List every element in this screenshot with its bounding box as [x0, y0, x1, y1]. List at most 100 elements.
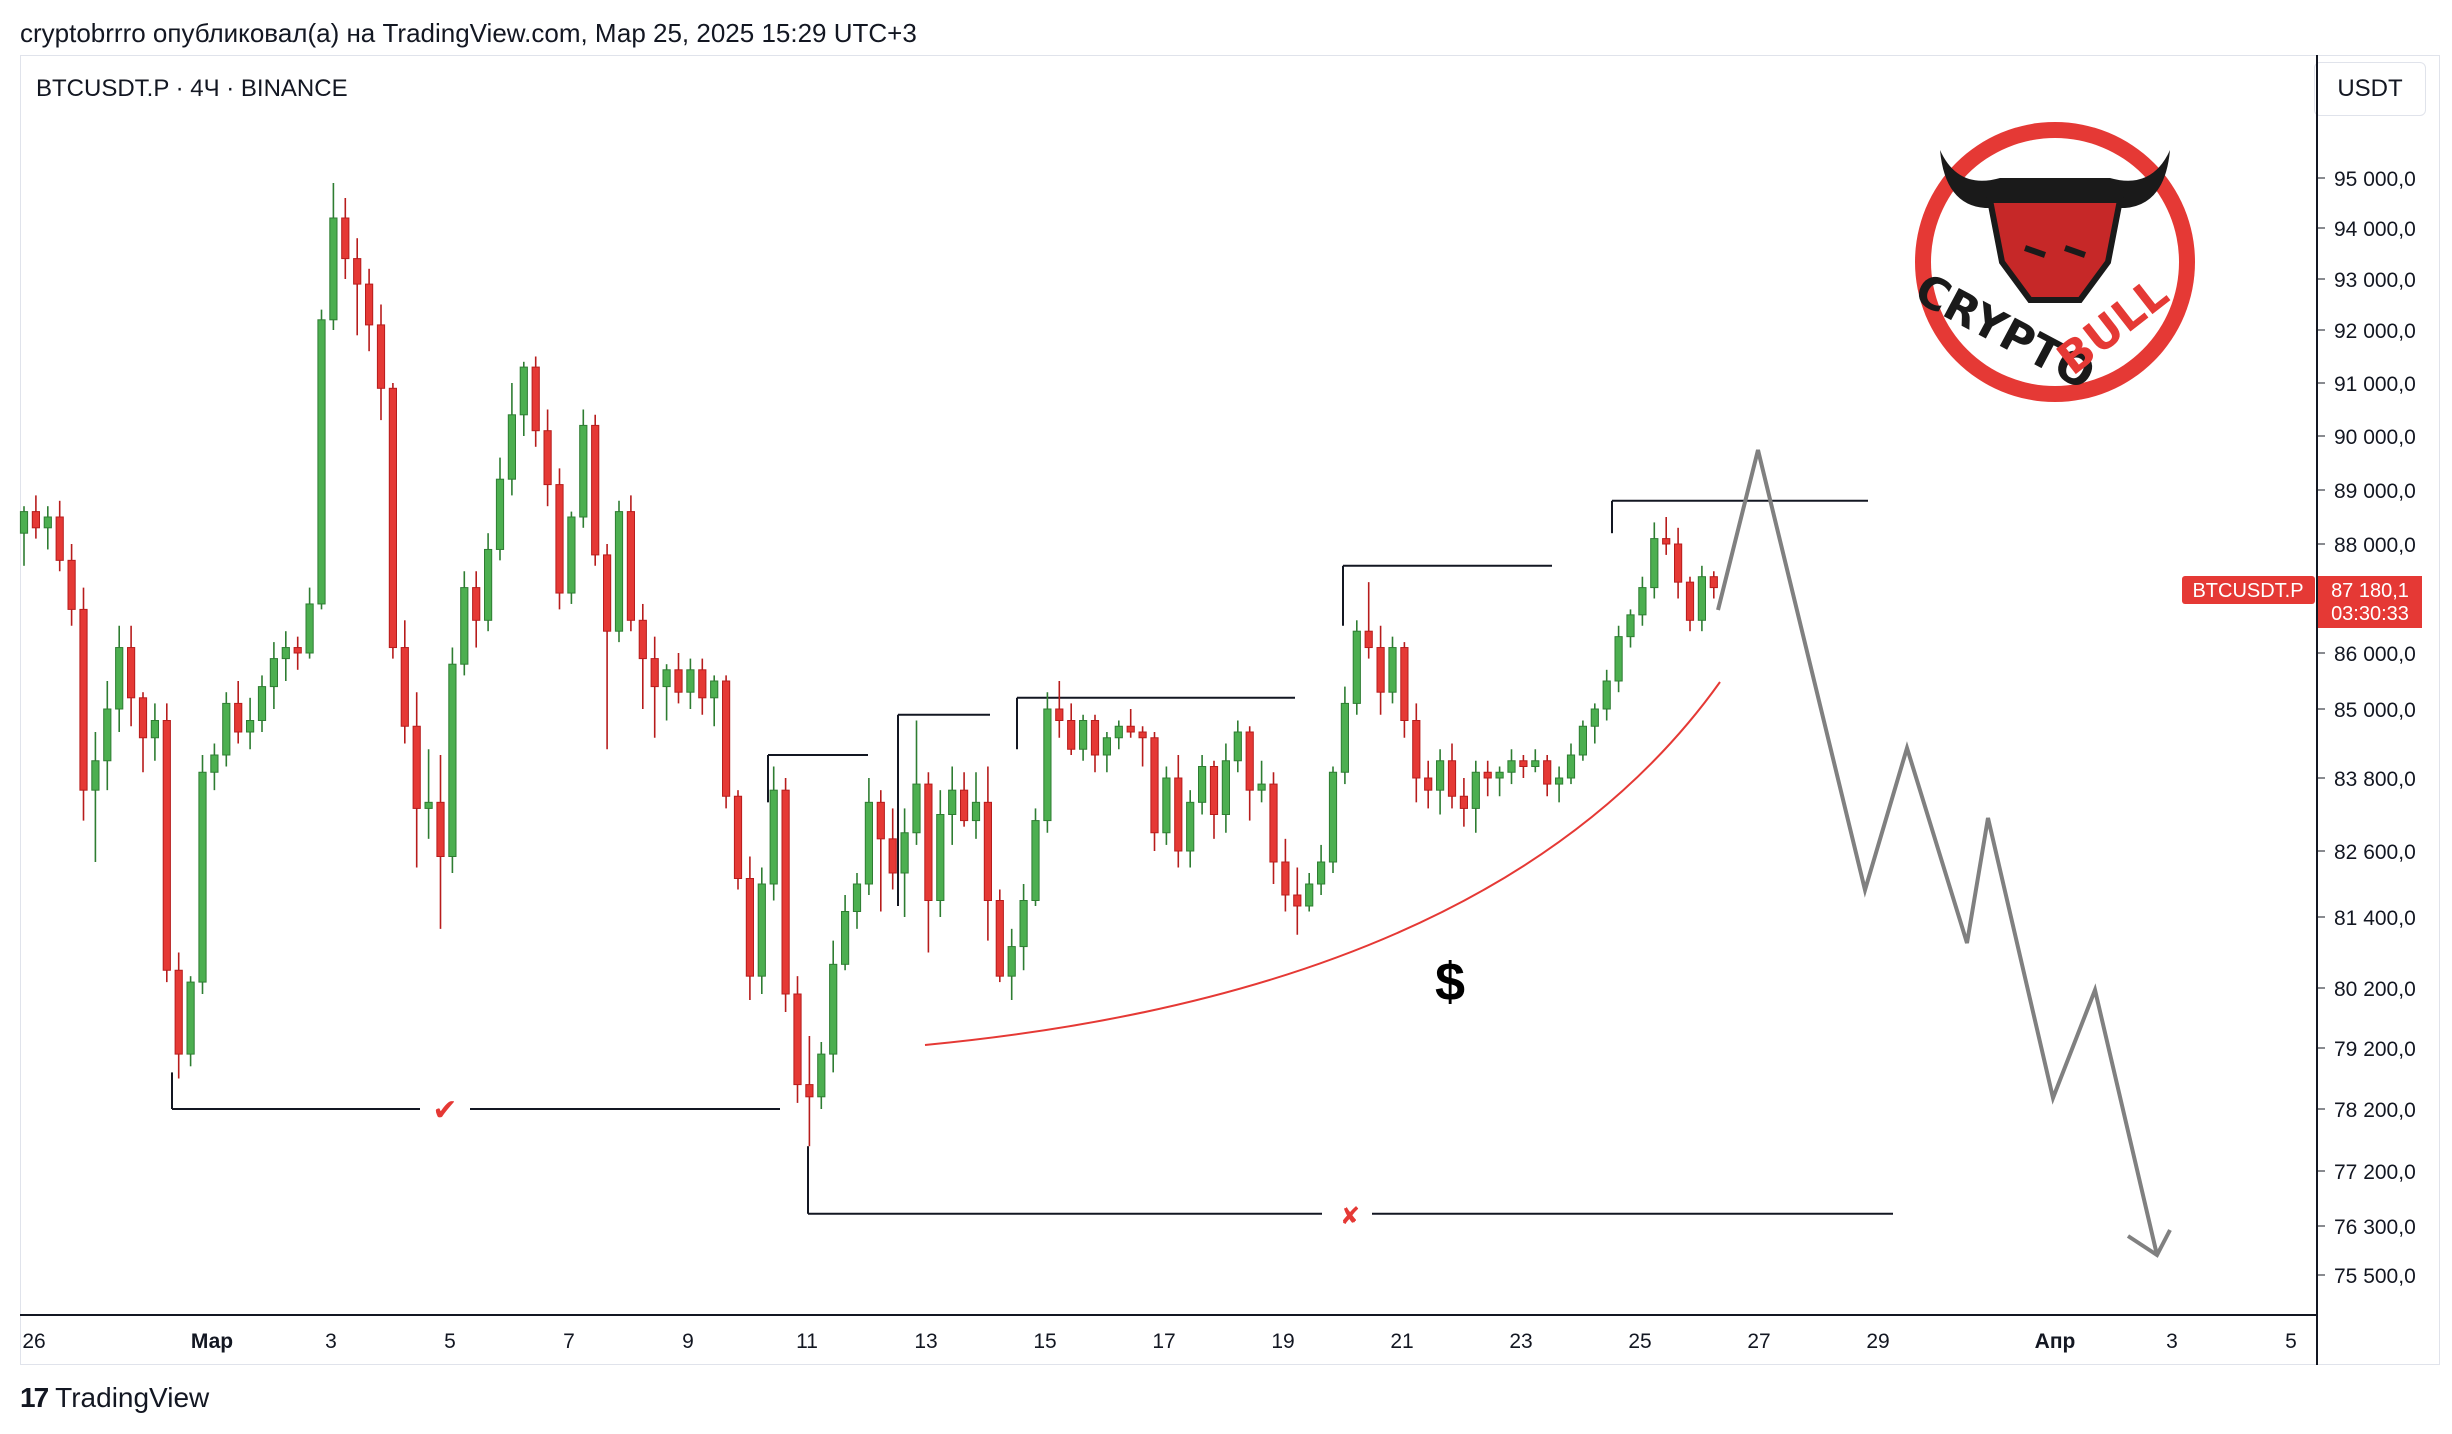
- bearish-candle: [995, 889, 1004, 983]
- candle-body: [305, 603, 314, 654]
- candle-body: [1412, 720, 1421, 779]
- candle-body: [936, 814, 945, 901]
- price-axis[interactable]: 95 000,0 94 000,0 93 000,0 92 000,0 91 000,0…: [2317, 168, 2416, 1288]
- bullish-candle: [424, 749, 433, 839]
- price-tick-label: 78 200,0: [2334, 1099, 2416, 1122]
- candle-body: [1162, 777, 1171, 834]
- last-price-tag: BTCUSDT.P 87 180,1 03:30:33: [2182, 576, 2422, 628]
- candle-body: [1555, 777, 1564, 785]
- candle-body: [757, 883, 766, 977]
- bullish-candle: [1233, 720, 1242, 773]
- time-tick-label: 9: [682, 1330, 694, 1353]
- candle-body: [1007, 946, 1016, 977]
- bullish-candle: [257, 675, 267, 732]
- candle-body: [1424, 777, 1433, 791]
- bullish-candle: [1495, 766, 1504, 797]
- candle-body: [1079, 720, 1088, 750]
- time-tick-label: Мар: [191, 1330, 233, 1353]
- candle-body: [543, 430, 552, 486]
- candle-body: [484, 548, 493, 621]
- bullish-candle: [1079, 714, 1088, 761]
- candle-body: [1114, 725, 1123, 739]
- bullish-candle: [1031, 808, 1040, 906]
- bearish-candle: [722, 675, 731, 809]
- candle-body: [1317, 861, 1326, 885]
- candle-body: [1293, 894, 1302, 907]
- time-tick-label: 3: [2166, 1330, 2178, 1353]
- symbol-price-label-text: BTCUSDT.P: [2192, 580, 2303, 602]
- candle-body: [1471, 771, 1480, 809]
- candle-body: [1388, 647, 1397, 693]
- candle-body: [329, 217, 338, 321]
- price-tick-label: 91 000,0: [2334, 373, 2416, 396]
- bearish-candle: [1055, 681, 1064, 738]
- bearish-candle: [1685, 576, 1695, 632]
- check-mark-icon: ✔: [432, 1093, 457, 1128]
- bullish-candle: [1388, 636, 1397, 704]
- candle-body: [150, 720, 160, 739]
- time-axis[interactable]: 26 Мар 3 5 7 9 11 13 15 17 19 21 23 25 27 29 Апр 3 5: [22, 1330, 2297, 1353]
- bearish-candle: [698, 658, 707, 715]
- bar-countdown: 03:30:33: [2331, 603, 2409, 625]
- candle-body: [138, 697, 148, 739]
- candle-body: [1174, 777, 1183, 852]
- candle-body: [793, 993, 802, 1086]
- bearish-candle: [888, 808, 897, 890]
- candle-body: [686, 669, 695, 693]
- candle-body: [781, 789, 790, 995]
- bullish-candle: [579, 409, 588, 528]
- bearish-candle: [293, 636, 302, 670]
- bearish-candle: [876, 790, 885, 912]
- candle-body: [353, 258, 362, 285]
- projection-arrowhead: [2126, 1229, 2172, 1258]
- candle-body: [1578, 725, 1588, 756]
- bullish-candle: [1317, 844, 1326, 895]
- bearish-candle: [1709, 571, 1718, 599]
- candle-body: [662, 669, 671, 688]
- price-tick-label: 81 400,0: [2334, 907, 2416, 930]
- time-tick-label: Апр: [2035, 1330, 2076, 1353]
- candle-body: [995, 900, 1004, 977]
- candle-body: [745, 878, 754, 977]
- bullish-candle: [1162, 766, 1171, 845]
- time-tick-label: 27: [1747, 1330, 1770, 1353]
- bearish-candle: [983, 766, 992, 941]
- bullish-candle: [1019, 884, 1028, 971]
- bullish-candle: [567, 511, 576, 604]
- price-tick-label: 92 000,0: [2334, 320, 2416, 343]
- candle-body: [1495, 771, 1504, 779]
- candle-body: [55, 516, 64, 561]
- bearish-candle: [1400, 642, 1409, 738]
- bearish-candle: [31, 495, 40, 539]
- symbol-title[interactable]: BTCUSDT.P · 4Ч · BINANCE: [36, 75, 348, 102]
- candle-body: [436, 801, 445, 857]
- candle-body: [638, 619, 647, 660]
- candle-body: [924, 783, 933, 901]
- currency-selector[interactable]: USDT: [2314, 62, 2426, 116]
- bullish-candle: [864, 778, 873, 895]
- bearish-candle: [174, 952, 183, 1079]
- publish-info: cryptobrrro опубликовал(а) на TradingVie…: [20, 18, 917, 48]
- bearish-candle: [1281, 838, 1290, 912]
- candle-body: [888, 838, 897, 874]
- time-tick-label: 7: [563, 1330, 575, 1353]
- bullish-candle: [222, 692, 231, 767]
- bearish-candle: [1674, 527, 1683, 599]
- candlestick-series: [19, 183, 1718, 1147]
- candle-body: [1043, 708, 1052, 822]
- footer-brand[interactable]: 17 TradingView: [20, 1382, 209, 1414]
- candle-body: [1245, 731, 1254, 791]
- bullish-candle: [1650, 522, 1659, 599]
- candle-body: [626, 511, 635, 621]
- candle-body: [555, 484, 564, 594]
- candle-body: [174, 969, 183, 1055]
- bearish-candle: [781, 778, 790, 1012]
- bullish-candle: [912, 720, 921, 845]
- candle-body: [1531, 760, 1540, 767]
- candle-body: [31, 511, 40, 529]
- bullish-candle: [1697, 565, 1707, 632]
- candle-body: [1483, 771, 1492, 779]
- bullish-candle: [1352, 620, 1361, 715]
- bearish-candle: [376, 304, 386, 421]
